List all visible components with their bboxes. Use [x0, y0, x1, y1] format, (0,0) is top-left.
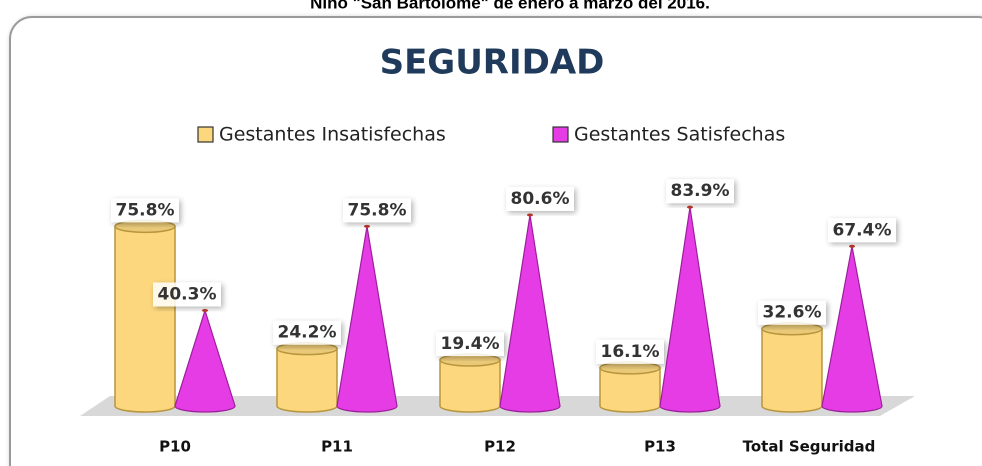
cone	[821, 246, 883, 413]
label-box	[343, 198, 411, 223]
header: Niño "San Bartolomé" de enero a marzo de…	[310, 0, 710, 12]
x-tick-label: Total Seguridad	[743, 438, 876, 456]
cylinder	[761, 327, 823, 413]
cone	[174, 308, 236, 413]
label-box	[828, 218, 896, 243]
cylinder	[276, 347, 338, 413]
data-label: 75.8%	[116, 200, 175, 220]
cone-tip	[687, 205, 693, 209]
legend-swatch	[197, 126, 214, 143]
data-label: 19.4%	[441, 334, 500, 354]
x-tick-label: P10	[159, 438, 191, 456]
x-tick-label: P12	[484, 438, 516, 456]
legend-label: Gestantes Insatisfechas	[219, 124, 446, 146]
data-label: 83.9%	[671, 181, 730, 201]
label-box	[758, 300, 826, 325]
label-box	[596, 339, 664, 364]
data-label: 24.2%	[278, 323, 337, 343]
label-box	[111, 198, 179, 223]
data-label: 32.6%	[763, 303, 822, 323]
legend-label: Gestantes Satisfechas	[574, 124, 785, 146]
x-tick-label: P13	[644, 438, 676, 456]
data-label: 40.3%	[158, 284, 217, 304]
cylinder	[439, 359, 501, 413]
x-tick-label: P11	[321, 438, 353, 456]
cone-tip	[527, 213, 533, 217]
data-label: 67.4%	[833, 220, 892, 240]
label-box	[506, 186, 574, 211]
chart-frame	[9, 16, 982, 466]
cone	[336, 226, 398, 413]
label-box	[436, 332, 504, 357]
legend-swatch	[552, 126, 569, 143]
cone	[499, 214, 561, 413]
data-label: 16.1%	[601, 342, 660, 362]
cone-tip	[849, 244, 855, 248]
legend: Gestantes Insatisfechas Gestantes Satisfe…	[197, 124, 785, 146]
cylinder	[599, 367, 661, 413]
data-label: 75.8%	[348, 200, 407, 220]
data-label: 80.6%	[511, 189, 570, 209]
label-box	[273, 320, 341, 345]
cone	[659, 207, 721, 413]
cylinder	[114, 225, 176, 413]
chart-title: SEGURIDAD	[380, 43, 605, 83]
cone-tip	[364, 224, 370, 228]
label-box	[666, 179, 734, 204]
cone-tip	[202, 308, 208, 312]
label-box	[153, 282, 221, 307]
